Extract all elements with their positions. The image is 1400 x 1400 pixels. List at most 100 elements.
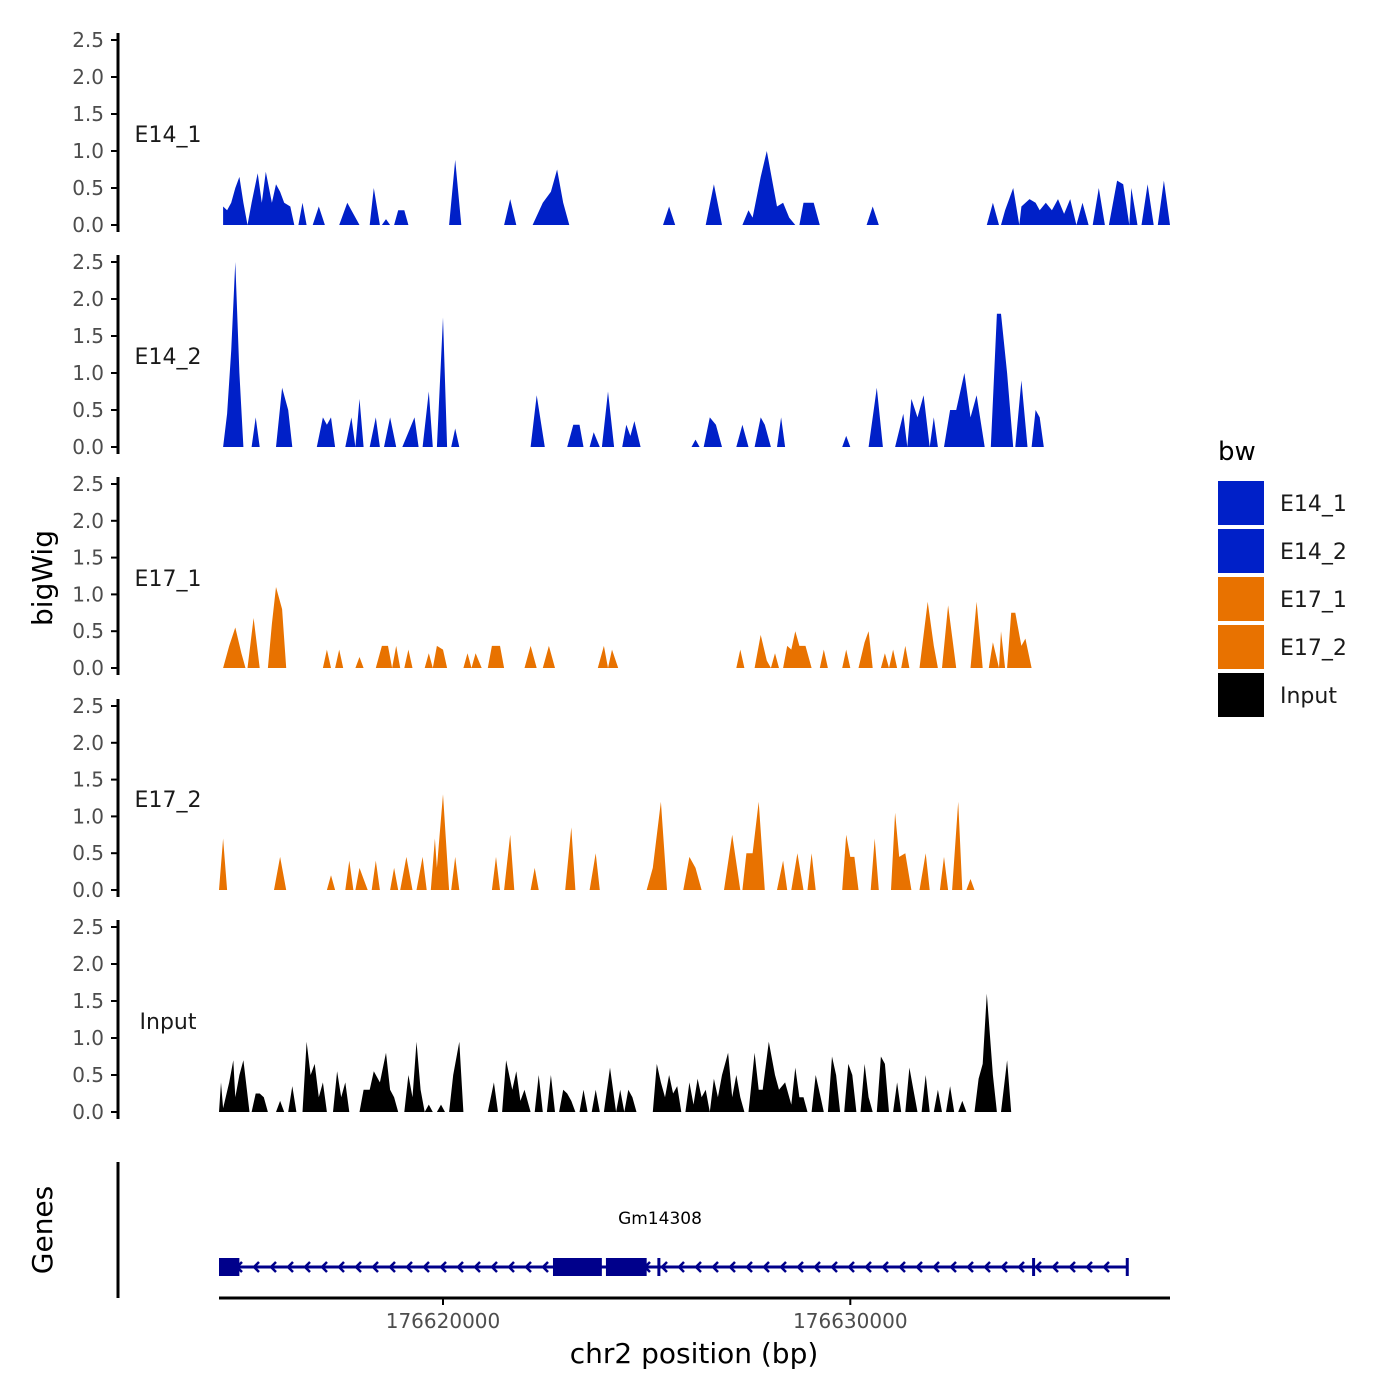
- y-tick-label: 0.0: [72, 656, 104, 680]
- series-area-input: [219, 993, 1012, 1112]
- legend-swatch-e17-2: [1218, 625, 1264, 669]
- y-tick-label: 1.5: [72, 989, 104, 1013]
- strand-arrow: [1051, 1261, 1059, 1273]
- gene-exon: [552, 1258, 602, 1276]
- x-axis: 176620000 176630000: [219, 1296, 1170, 1333]
- y-tick-label: 2.0: [72, 509, 104, 533]
- y-tick-label: 0.0: [72, 1100, 104, 1124]
- strand-arrow: [864, 1261, 872, 1273]
- y-axis-title: bigWig: [26, 530, 59, 626]
- strand-arrow: [932, 1261, 940, 1273]
- y-tick-label: 1.0: [72, 1026, 104, 1050]
- legend-title: bw: [1218, 437, 1256, 467]
- strand-arrow: [847, 1261, 855, 1273]
- strand-arrow: [711, 1261, 719, 1273]
- strand-arrow: [813, 1261, 821, 1273]
- y-tick-label: 0.5: [72, 1063, 104, 1087]
- gene-label: Gm14308: [618, 1209, 702, 1229]
- x-tick-label: 176630000: [793, 1309, 908, 1333]
- track-label-input: Input: [140, 1010, 197, 1035]
- genes-panel: Gm14308: [116, 1162, 1129, 1298]
- track-e17-1: 0.0 0.5 1.0 1.5 2.0 2.5 E17_1: [72, 472, 1032, 680]
- strand-arrow: [966, 1261, 974, 1273]
- strand-arrow: [762, 1261, 770, 1273]
- strand-arrow: [405, 1261, 413, 1273]
- y-tick-label: 0.0: [72, 435, 104, 459]
- y-tick-label: 2.5: [72, 250, 104, 274]
- strand-arrow: [473, 1261, 481, 1273]
- gene-exon: [605, 1258, 647, 1276]
- strand-arrow: [660, 1261, 668, 1273]
- track-e17-2: 0.0 0.5 1.0 1.5 2.0 2.5 E17_2: [72, 694, 975, 902]
- y-tick-label: 1.5: [72, 324, 104, 348]
- y-tick-label: 1.0: [72, 804, 104, 828]
- strand-arrow: [439, 1261, 447, 1273]
- strand-arrow: [898, 1261, 906, 1273]
- strand-arrow: [422, 1261, 430, 1273]
- legend-label-e14-1: E14_1: [1280, 492, 1347, 517]
- y-tick-label: 2.5: [72, 28, 104, 52]
- y-tick-label: 0.5: [72, 841, 104, 865]
- strand-arrow: [677, 1261, 685, 1273]
- y-tick-label: 2.0: [72, 952, 104, 976]
- strand-arrow: [286, 1261, 294, 1273]
- strand-arrow: [456, 1261, 464, 1273]
- legend-label-e17-2: E17_2: [1280, 636, 1347, 661]
- legend-label-e17-1: E17_1: [1280, 588, 1347, 613]
- legend-swatch-e17-1: [1218, 577, 1264, 621]
- y-tick-label: 1.0: [72, 361, 104, 385]
- gene-exon: [219, 1258, 240, 1276]
- y-tick-label: 0.0: [72, 878, 104, 902]
- legend-swatch-e14-2: [1218, 529, 1264, 573]
- legend: bw E14_1 E14_2 E17_1 E17_2 Input: [1218, 437, 1347, 717]
- strand-arrow: [949, 1261, 957, 1273]
- track-label-e17-2: E17_2: [135, 788, 202, 813]
- track-panels: 0.0 0.5 1.0 1.5 2.0 2.5 E14_1 0.0 0.5 1.0 1.5 2.0 2.…: [72, 28, 1171, 1124]
- track-label-e17-1: E17_1: [135, 567, 202, 592]
- series-area-e14-2: [223, 262, 1044, 447]
- track-label-e14-2: E14_2: [135, 345, 202, 370]
- strand-arrow: [694, 1261, 702, 1273]
- strand-arrow: [524, 1261, 532, 1273]
- strand-arrow: [830, 1261, 838, 1273]
- strand-arrow: [541, 1261, 549, 1273]
- strand-arrow: [1068, 1261, 1076, 1273]
- strand-arrow: [320, 1261, 328, 1273]
- y-tick-label: 0.0: [72, 213, 104, 237]
- y-tick-label: 2.5: [72, 915, 104, 939]
- strand-arrow: [1102, 1261, 1110, 1273]
- y-tick-label: 2.5: [72, 694, 104, 718]
- strand-arrow: [983, 1261, 991, 1273]
- y-tick-label: 1.0: [72, 582, 104, 606]
- strand-arrow: [371, 1261, 379, 1273]
- strand-arrow: [303, 1261, 311, 1273]
- track-input: 0.0 0.5 1.0 1.5 2.0 2.5 Input: [72, 915, 1012, 1124]
- legend-swatch-input: [1218, 673, 1264, 717]
- strand-arrow: [490, 1261, 498, 1273]
- strand-arrow: [745, 1261, 753, 1273]
- y-tick-label: 2.0: [72, 731, 104, 755]
- track-e14-2: 0.0 0.5 1.0 1.5 2.0 2.5 E14_2: [72, 250, 1044, 459]
- track-label-e14-1: E14_1: [135, 123, 202, 148]
- y-tick-label: 0.5: [72, 619, 104, 643]
- strand-arrow: [388, 1261, 396, 1273]
- series-area-e17-2: [219, 794, 975, 890]
- series-area-e17-1: [223, 587, 1032, 668]
- y-tick-label: 2.0: [72, 287, 104, 311]
- y-tick-label: 0.5: [72, 398, 104, 422]
- strand-arrow: [915, 1261, 923, 1273]
- x-tick-label: 176620000: [386, 1309, 501, 1333]
- strand-arrow: [728, 1261, 736, 1273]
- strand-arrow: [1034, 1261, 1042, 1273]
- strand-arrow: [796, 1261, 804, 1273]
- strand-arrow: [337, 1261, 345, 1273]
- y-tick-label: 1.5: [72, 546, 104, 570]
- legend-label-input: Input: [1280, 684, 1337, 709]
- strand-arrow: [252, 1261, 260, 1273]
- genes-axis-title: Genes: [26, 1186, 59, 1274]
- strand-arrow: [507, 1261, 515, 1273]
- strand-arrow: [1017, 1261, 1025, 1273]
- strand-arrow: [779, 1261, 787, 1273]
- strand-arrow: [1000, 1261, 1008, 1273]
